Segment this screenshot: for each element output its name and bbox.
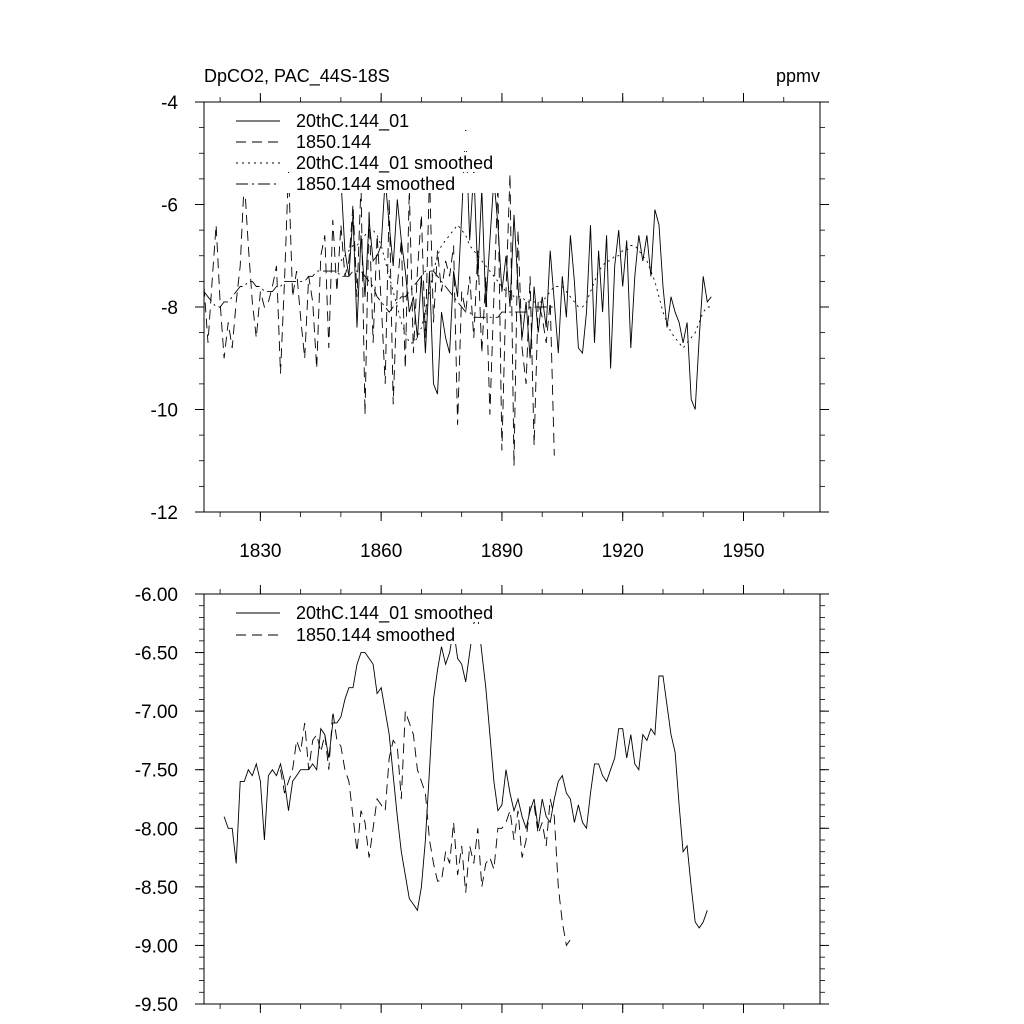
y-tick-label: -6.50 xyxy=(135,644,178,665)
chart-title: DpCO2, PAC_44S-18S xyxy=(204,66,390,87)
series-line-1 xyxy=(340,127,712,410)
legend-label: 1850.144 smoothed xyxy=(296,174,455,194)
bottom-series-lines xyxy=(223,616,708,947)
legend-label: 20thC.144_01 smoothed xyxy=(296,153,493,174)
y-tick-label: -9.50 xyxy=(135,995,178,1016)
legend-background xyxy=(230,110,502,130)
y-tick-label: -4 xyxy=(161,93,178,114)
bottom-panel: -6.00 -6.50 -7.00 -7.50 -8.00 -8.50 -9.00 -9.50… xyxy=(135,585,829,1016)
legend-label: 1850.144 smoothed xyxy=(296,625,455,645)
x-tick-label: 1830 xyxy=(239,541,281,562)
y-tick-label: -7.50 xyxy=(135,761,178,782)
legend-label: 1850.144 xyxy=(296,132,371,152)
legend-label: 20thC.144_01 xyxy=(296,111,409,132)
x-tick-label: 1860 xyxy=(360,541,402,562)
legend-background xyxy=(230,152,502,172)
series-line-4 xyxy=(203,270,555,318)
y-tick-label: -9.00 xyxy=(135,936,178,957)
legend-background xyxy=(230,624,502,644)
legend-label: 20thC.144_01 smoothed xyxy=(296,603,493,624)
top-panel: DpCO2, PAC_44S-18S ppmv -4 -6 -8 -10 -12 1830… xyxy=(151,66,829,562)
y-tick-label: -6.00 xyxy=(135,585,178,606)
y-tick-label: -8 xyxy=(161,298,178,319)
series-line-2 xyxy=(203,168,555,466)
bottom-axes: -6.00 -6.50 -7.00 -7.50 -8.00 -8.50 -9.00 -9.50 xyxy=(135,585,829,1016)
x-tick-label: 1950 xyxy=(722,541,764,562)
top-series-lines xyxy=(203,127,712,466)
series-line-3 xyxy=(340,224,712,349)
top-plot-frame xyxy=(203,101,821,513)
series-line-2 xyxy=(280,710,571,947)
legend-background xyxy=(230,131,502,151)
y-tick-label: -10 xyxy=(151,401,178,422)
top-axes: -4 -6 -8 -10 -12 1830 1860 1890 1920 1950 xyxy=(151,93,829,562)
y-tick-label: -7.00 xyxy=(135,702,178,723)
legend-background xyxy=(230,602,502,622)
y-tick-label: -8.50 xyxy=(135,878,178,899)
units-label: ppmv xyxy=(776,66,820,86)
y-tick-label: -6 xyxy=(161,196,178,217)
y-tick-label: -8.00 xyxy=(135,819,178,840)
bottom-plot-frame xyxy=(203,593,821,1005)
x-tick-label: 1890 xyxy=(481,541,523,562)
y-tick-label: -12 xyxy=(151,503,178,524)
legend-background xyxy=(230,173,502,193)
series-line-1 xyxy=(223,616,708,929)
x-tick-label: 1920 xyxy=(602,541,644,562)
